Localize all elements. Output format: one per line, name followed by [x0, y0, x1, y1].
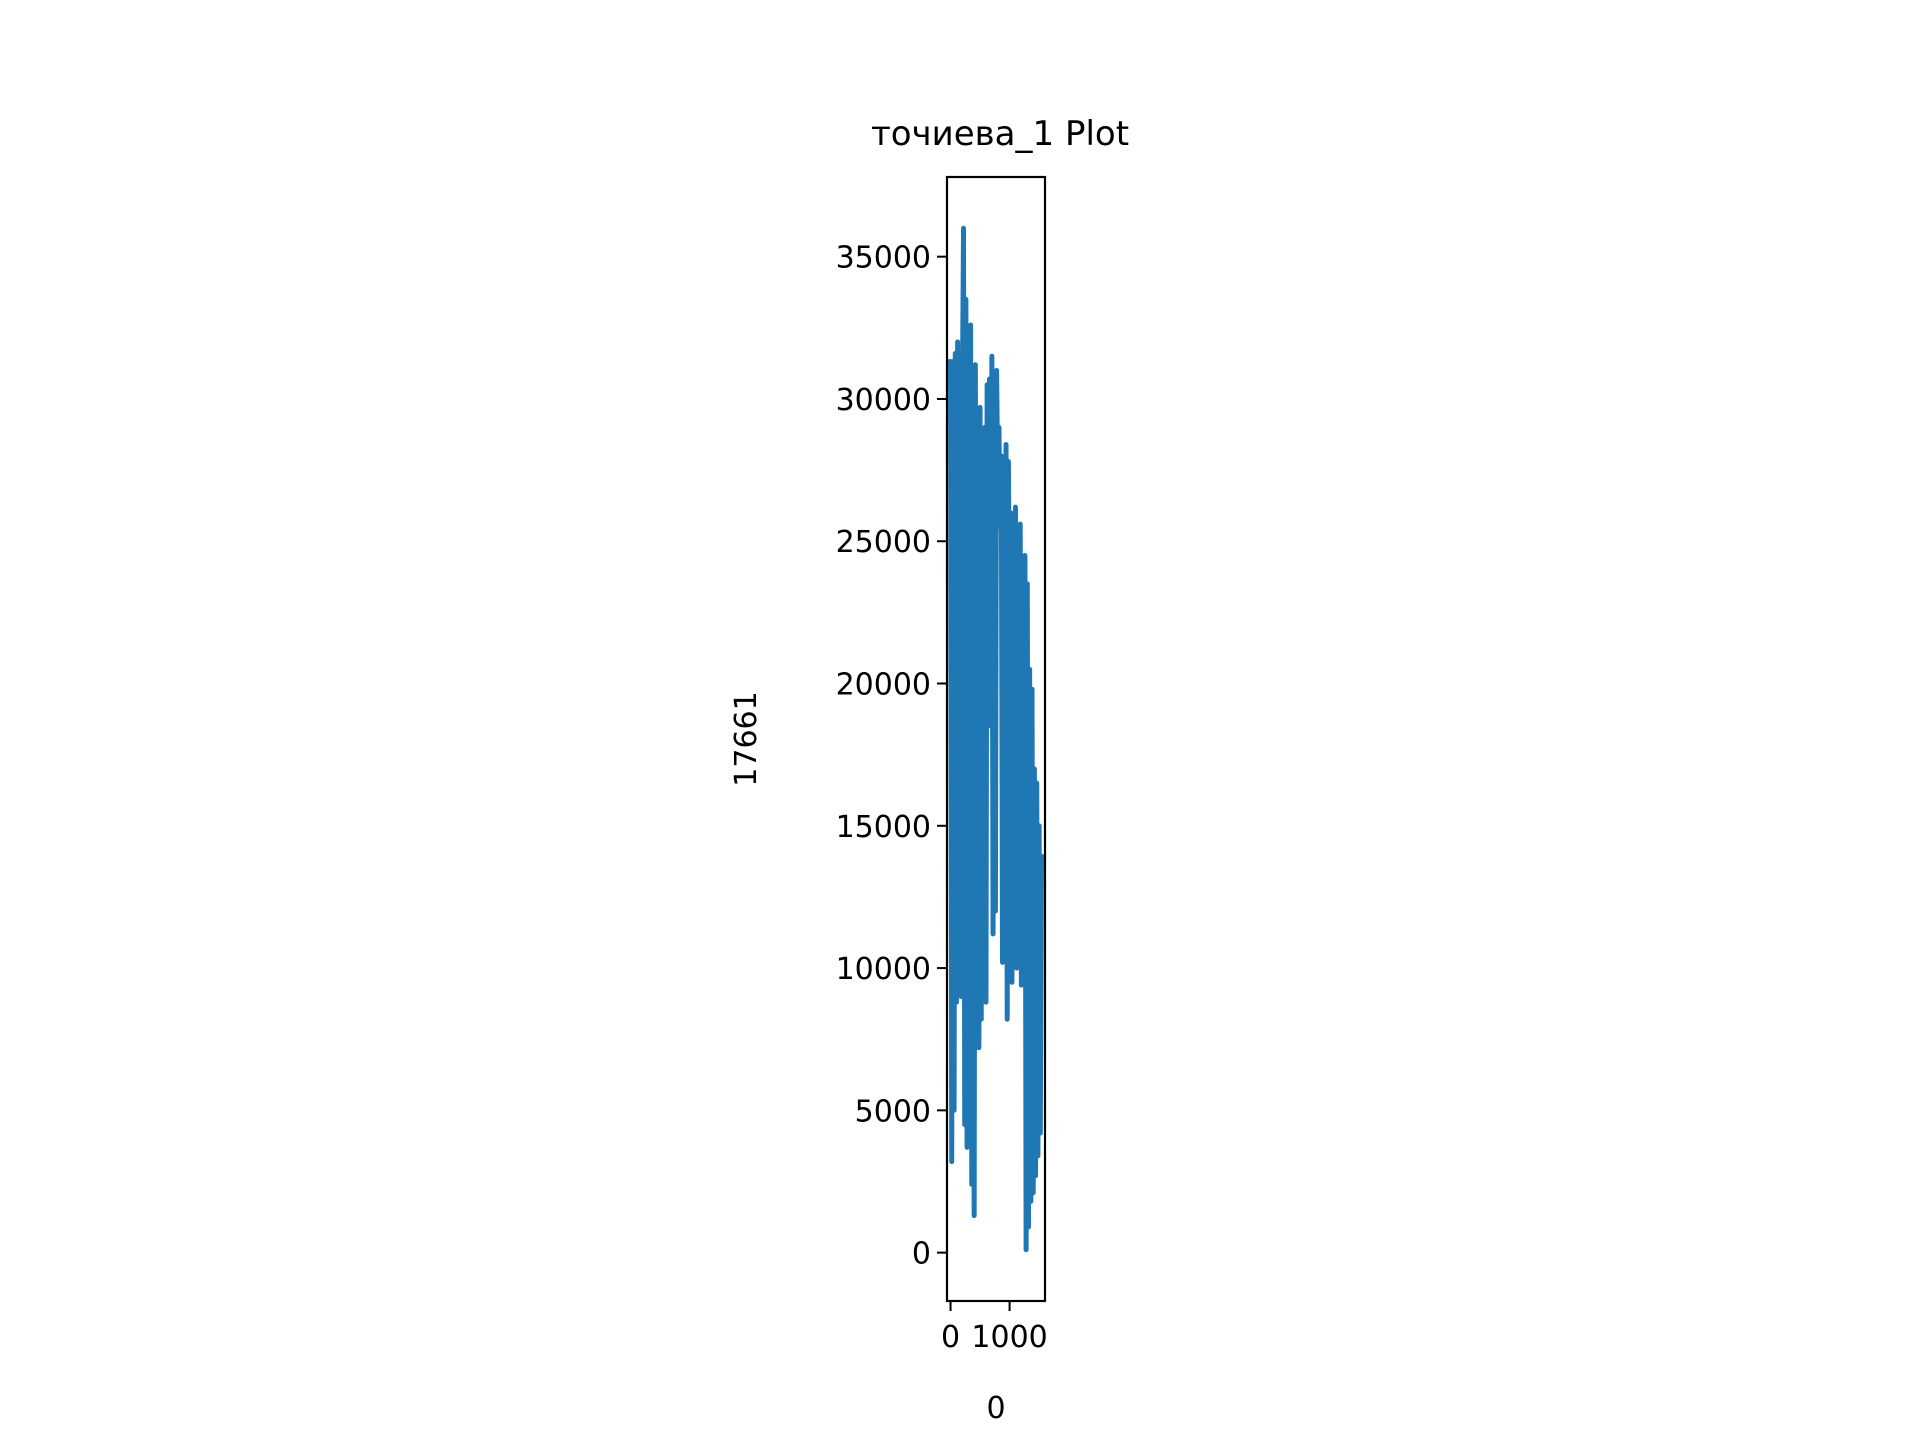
y-tick-label: 20000	[836, 668, 931, 703]
y-tick-label: 5000	[855, 1094, 931, 1129]
x-tick-label: 1000	[971, 1320, 1047, 1355]
chart-title: точиева_1 Plot	[871, 114, 1129, 154]
axes-frame	[945, 175, 1047, 1303]
x-axis-label: 0	[986, 1391, 1005, 1426]
x-axis-ticks: 0 1000	[941, 1301, 1048, 1355]
y-tick-label: 30000	[836, 383, 931, 418]
y-tick-label: 10000	[836, 952, 931, 987]
y-tick-label: 25000	[836, 525, 931, 560]
y-tick-label: 0	[912, 1237, 931, 1272]
y-axis-ticks: 0 5000 10000 15000 20000 25000 30000 35000	[836, 241, 947, 1272]
y-tick-label: 35000	[836, 241, 931, 276]
plot-area	[948, 225, 1044, 1253]
x-tick-label: 0	[941, 1320, 960, 1355]
y-axis-label: 17661	[729, 691, 764, 786]
series-line-0	[948, 225, 1044, 1253]
y-tick-label: 15000	[836, 810, 931, 845]
